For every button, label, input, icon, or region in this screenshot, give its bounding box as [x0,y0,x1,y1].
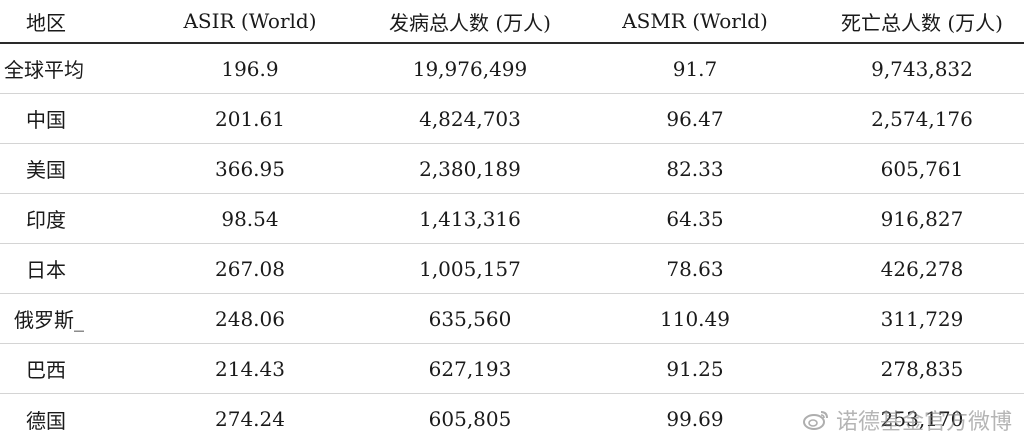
cell-deaths: 916,827 [880,206,964,231]
cell-asmr: 64.35 [666,206,724,231]
cell-deaths: 311,729 [880,306,964,331]
table-row: 印度 98.54 1,413,316 64.35 916,827 [0,194,1024,244]
cell-incidence: 635,560 [428,306,512,331]
cell-deaths: 253,170 [880,407,964,431]
cell-asmr: 91.25 [666,356,724,381]
table-row: 日本 267.08 1,005,157 78.63 426,278 [0,244,1024,294]
table-header-row: 地区 ASIR (World) 发病总人数 (万人) ASMR (World) … [0,0,1024,44]
cell-deaths: 605,761 [880,156,964,181]
cell-deaths: 2,574,176 [871,106,973,131]
table-row: 中国 201.61 4,824,703 96.47 2,574,176 [0,94,1024,144]
cell-region: 全球平均 [4,58,84,82]
table-row: 全球平均 196.9 19,976,499 91.7 9,743,832 [0,44,1024,94]
cell-deaths: 278,835 [880,356,964,381]
header-region: 地区 [26,10,66,35]
cell-incidence: 1,005,157 [419,256,521,281]
cell-region: 德国 [26,408,66,433]
cell-asmr: 82.33 [666,156,724,181]
cell-asir: 248.06 [215,306,285,331]
cell-asir: 98.54 [221,206,279,231]
cell-region: 日本 [26,258,66,282]
table-row: 俄罗斯_ 248.06 635,560 110.49 311,729 [0,294,1024,344]
cell-incidence: 627,193 [428,356,512,381]
cell-asmr: 78.63 [666,256,724,281]
header-deaths: 死亡总人数 (万人) [841,10,1003,35]
cell-asmr: 99.69 [666,407,724,431]
cell-asmr: 96.47 [666,106,724,131]
cell-asmr: 110.49 [660,306,730,331]
cell-asir: 201.61 [215,106,285,131]
cell-asir: 274.24 [215,407,285,431]
header-incidence: 发病总人数 (万人) [389,10,551,35]
cell-asir: 214.43 [215,356,285,381]
cell-asir: 366.95 [215,156,285,181]
cell-incidence: 605,805 [428,407,512,431]
cell-region: 巴西 [26,358,66,382]
cell-asmr: 91.7 [672,56,718,81]
cell-asir: 196.9 [221,56,279,81]
cell-incidence: 1,413,316 [419,206,521,231]
table-row: 德国 274.24 605,805 99.69 253,170 [0,394,1024,444]
header-asmr: ASMR (World) [622,9,768,33]
weibo-icon [802,411,828,430]
table-row: 美国 366.95 2,380,189 82.33 605,761 [0,144,1024,194]
cell-region: 中国 [26,108,66,132]
watermark: 诺德基金官方微博 [802,404,1012,436]
header-asir: ASIR (World) [183,9,317,33]
cell-deaths: 9,743,832 [871,56,973,81]
watermark-text: 诺德基金官方微博 [835,410,1012,435]
cell-region: 俄罗斯_ [14,308,84,332]
cell-region: 印度 [26,208,66,232]
cell-incidence: 2,380,189 [419,156,521,181]
table-row: 巴西 214.43 627,193 91.25 278,835 [0,344,1024,394]
cell-incidence: 19,976,499 [412,56,528,81]
cell-region: 美国 [26,158,66,182]
cell-incidence: 4,824,703 [419,106,521,131]
cell-asir: 267.08 [215,256,285,281]
cell-deaths: 426,278 [880,256,964,281]
